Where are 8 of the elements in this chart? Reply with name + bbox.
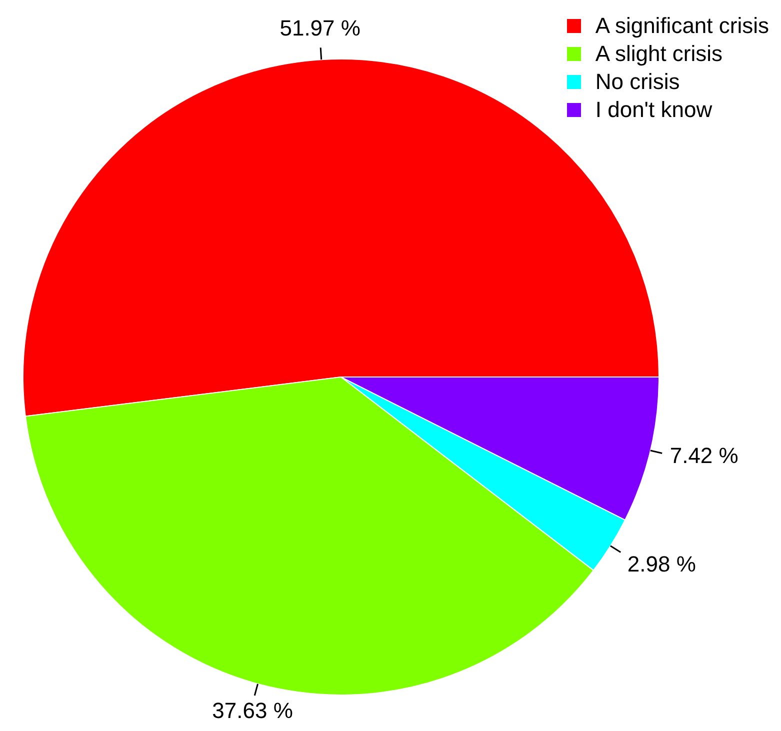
data-label: 7.42 % xyxy=(670,443,738,468)
data-label: 2.98 % xyxy=(627,551,696,576)
legend-label: A significant crisis xyxy=(595,12,769,40)
legend-label: No crisis xyxy=(595,68,680,96)
legend-label: I don't know xyxy=(595,96,712,124)
data-label: 37.63 % xyxy=(212,698,293,724)
data-label: 51.97 % xyxy=(280,16,360,41)
legend-label: A slight crisis xyxy=(595,40,723,68)
